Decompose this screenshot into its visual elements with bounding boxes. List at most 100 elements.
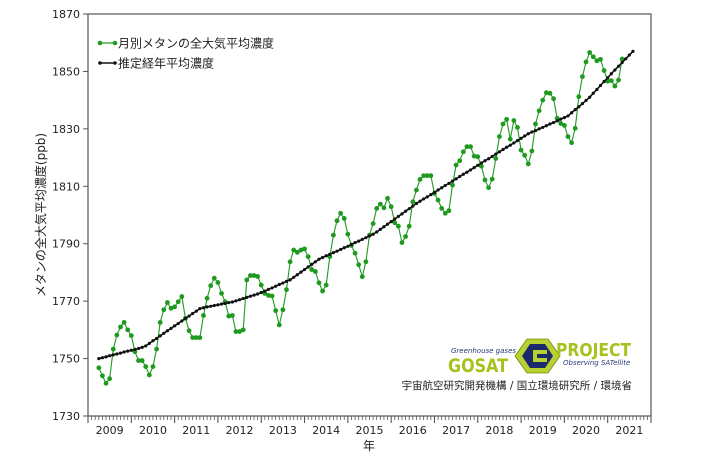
trend-point: [252, 293, 256, 297]
logo-tagline-right: Observing SATellite: [563, 359, 630, 367]
monthly-point: [323, 282, 329, 288]
monthly-point: [273, 308, 279, 314]
plot-frame: [87, 13, 652, 417]
trend-point: [100, 356, 105, 360]
trend-point: [108, 354, 112, 358]
monthly-point: [594, 58, 600, 64]
monthly-point: [143, 364, 149, 370]
trend-point: [490, 154, 494, 159]
trend-point: [364, 236, 368, 240]
trend-point: [183, 316, 188, 320]
trend-point: [519, 136, 523, 140]
legend-label-monthly: 月別メタンの全大気平均濃度: [118, 36, 274, 51]
monthly-point: [565, 134, 571, 140]
monthly-point: [572, 125, 578, 131]
monthly-point: [540, 97, 546, 103]
series-layer: [96, 49, 635, 386]
trend-point: [219, 302, 224, 306]
monthly-point: [197, 335, 203, 341]
trend-point: [627, 53, 631, 57]
trend-point: [335, 249, 339, 253]
x-tick-label: 2012: [226, 424, 254, 437]
trend-point: [122, 350, 126, 354]
monthly-point: [569, 140, 575, 146]
monthly-point: [226, 313, 232, 319]
x-tick-label: 2017: [442, 424, 470, 437]
monthly-point: [598, 56, 603, 62]
monthly-point: [464, 144, 470, 150]
monthly-point: [154, 346, 159, 352]
trend-point: [371, 232, 375, 236]
logo-cube-icon: [514, 338, 561, 374]
series-monthly: [96, 50, 625, 386]
monthly-point: [255, 274, 261, 279]
trend-point: [212, 303, 216, 308]
monthly-point: [587, 50, 593, 55]
monthly-point: [96, 365, 102, 371]
monthly-point: [580, 74, 585, 79]
trend-point: [346, 244, 350, 248]
monthly-point: [338, 210, 344, 216]
trend-point: [588, 95, 592, 99]
legend-marker-monthly: [97, 40, 103, 46]
trend-point: [501, 147, 505, 152]
monthly-point: [381, 205, 387, 211]
trend-point: [461, 172, 465, 176]
trend-point: [201, 306, 206, 310]
trend-point: [573, 108, 577, 112]
monthly-point: [608, 78, 614, 84]
trend-point: [526, 132, 530, 136]
trend-point: [508, 143, 512, 147]
monthly-point: [280, 307, 286, 313]
monthly-point: [309, 267, 315, 272]
monthly-point: [515, 125, 520, 130]
monthly-point: [533, 121, 538, 127]
trend-point: [613, 68, 617, 72]
trend-point: [169, 326, 173, 331]
monthly-point: [612, 83, 618, 89]
monthly-point: [312, 269, 318, 274]
trend-point: [295, 273, 299, 277]
monthly-point: [114, 332, 120, 338]
trend-point: [422, 197, 426, 201]
trend-point: [118, 351, 123, 355]
monthly-point: [161, 307, 167, 313]
monthly-point: [399, 240, 405, 245]
trend-point: [570, 111, 574, 115]
monthly-point: [201, 313, 206, 318]
trend-point: [541, 125, 545, 130]
y-tick-label: 1750: [52, 353, 80, 366]
trend-point: [530, 130, 534, 134]
trend-point: [418, 199, 422, 203]
trend-point: [523, 134, 527, 138]
legend-marker-trend: [113, 61, 117, 65]
trend-point: [147, 341, 151, 345]
monthly-point: [269, 293, 275, 299]
monthly-point: [320, 288, 325, 294]
trend-point: [144, 344, 148, 348]
monthly-point: [294, 249, 300, 255]
legend-label-trend: 推定経年平均濃度: [118, 56, 214, 71]
monthly-point: [453, 162, 459, 168]
trend-point: [367, 234, 372, 238]
monthly-point: [450, 182, 455, 188]
monthly-point: [583, 59, 589, 65]
monthly-point: [442, 210, 448, 216]
trend-point: [230, 300, 234, 304]
trend-point: [154, 336, 159, 341]
trend-point: [533, 128, 538, 133]
trend-point: [324, 254, 328, 258]
monthly-point: [291, 247, 297, 253]
monthly-point: [215, 280, 221, 285]
trend-point: [411, 204, 415, 208]
monthly-point: [525, 161, 531, 167]
monthly-point: [543, 90, 549, 96]
logo-tagline-left: Greenhouse gases: [451, 347, 516, 355]
trend-point: [400, 212, 404, 216]
monthly-point: [576, 94, 582, 100]
y-tick-label: 1810: [52, 180, 80, 193]
trend-point: [227, 300, 231, 305]
monthly-point: [475, 154, 481, 160]
trend-point: [357, 239, 361, 243]
trend-point: [245, 295, 249, 300]
